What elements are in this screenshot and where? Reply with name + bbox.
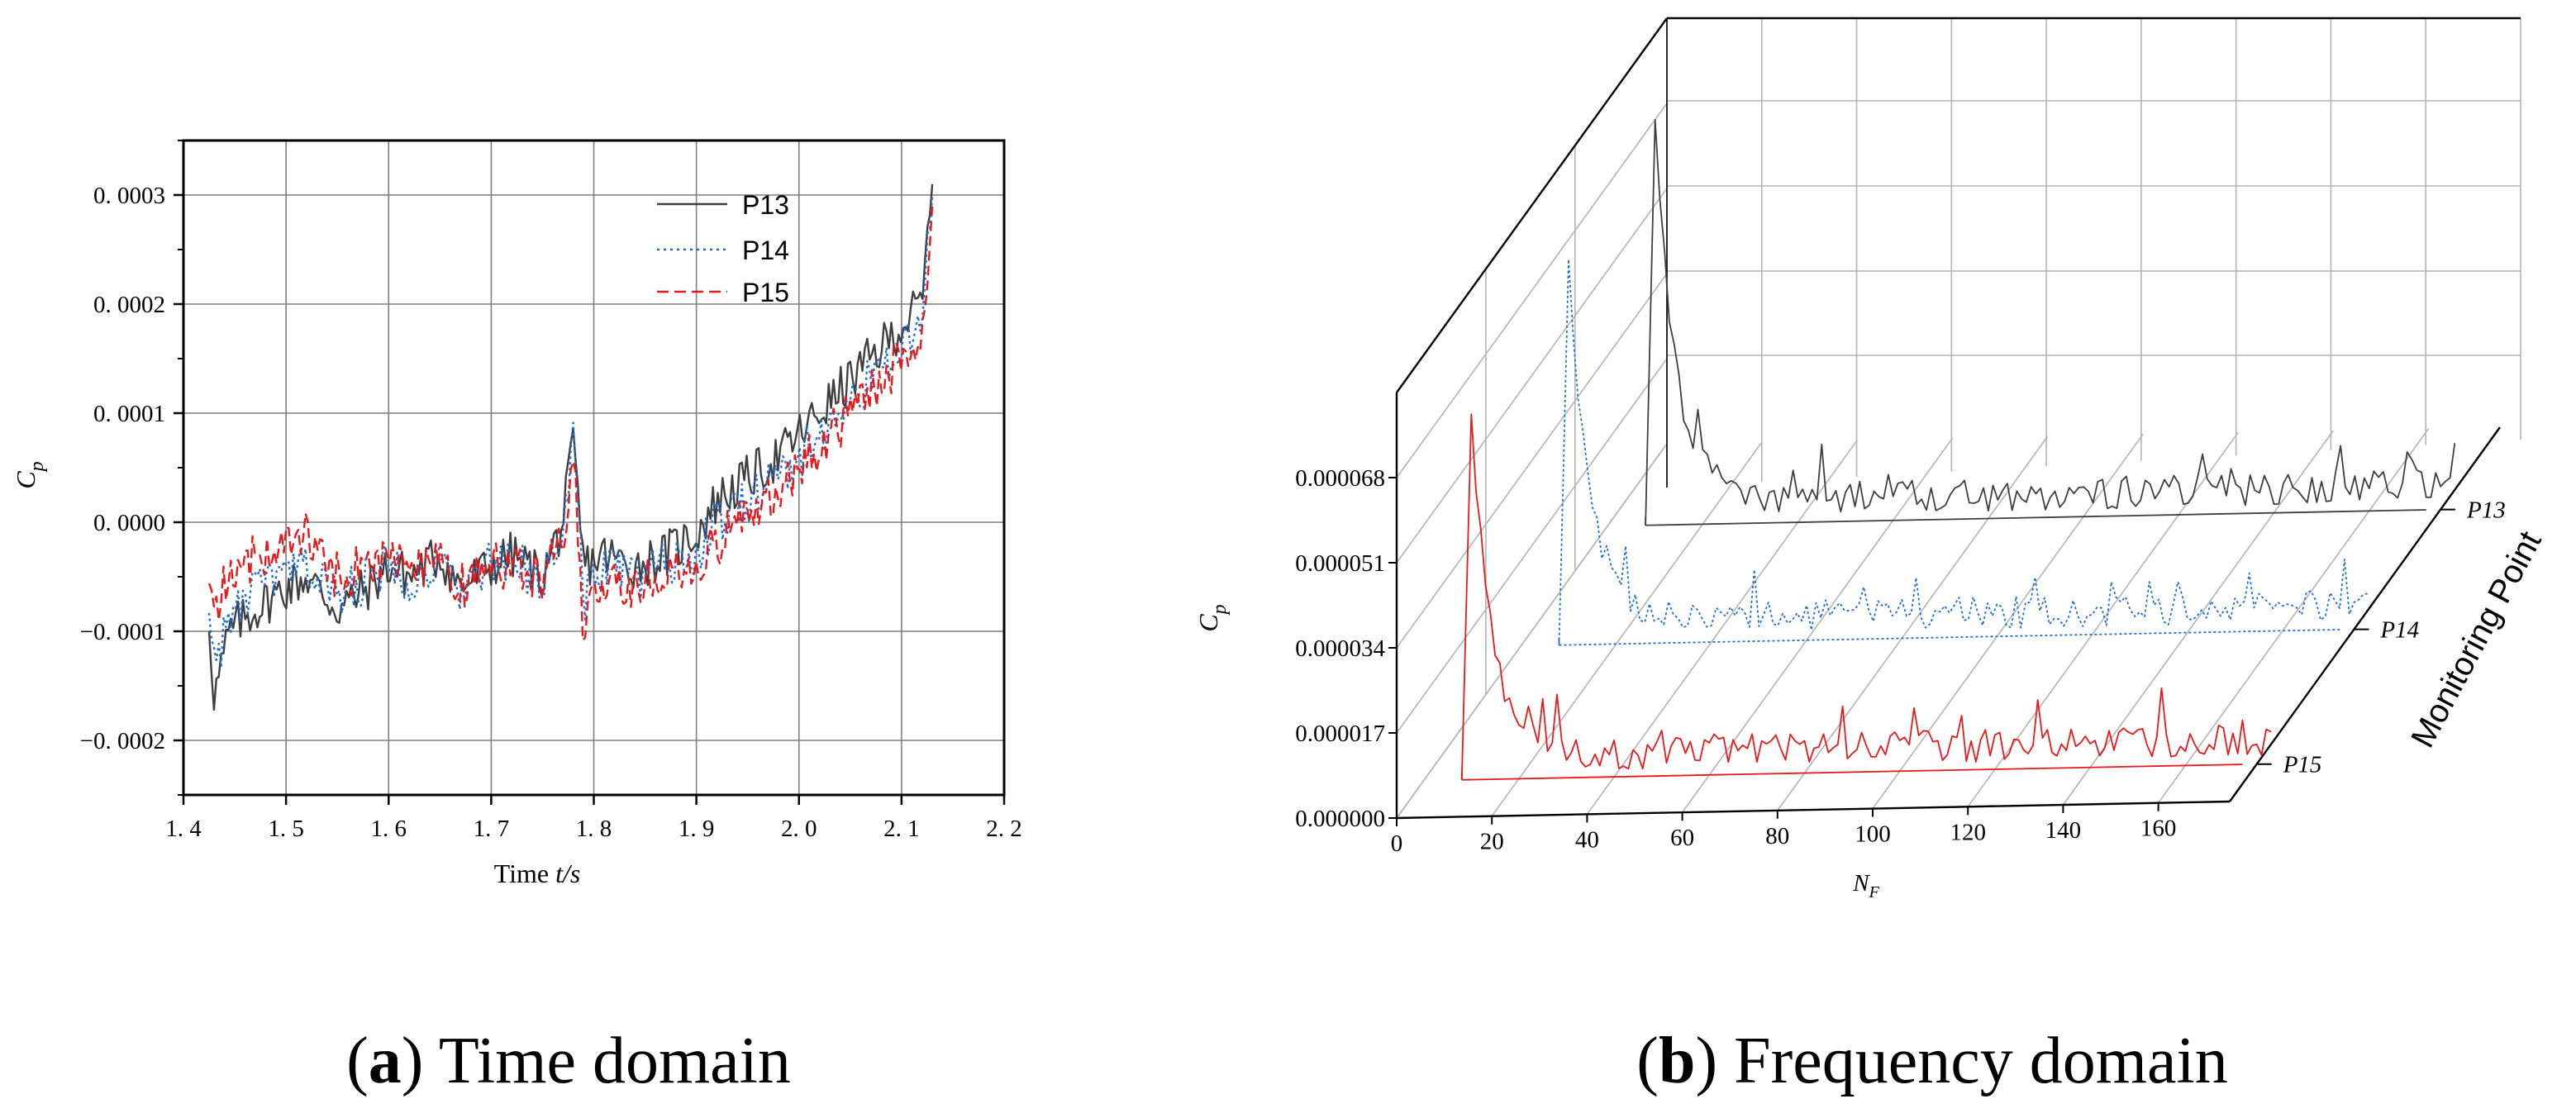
left-wall-grid [1396,102,1668,478]
nf-tick-label: 60 [1670,825,1694,851]
nf-tick-label: 80 [1765,823,1789,849]
frequency-domain-y-axis-label: Cp [1193,604,1231,631]
x-tick-label: 1. 7 [474,816,510,842]
legend-label-p15: P15 [742,278,789,307]
floor-grid [2062,430,2335,806]
back-wall [1640,18,2521,488]
y-tick-label: −0. 0001 [80,619,165,645]
time-domain-legend: P13 P14 P15 [657,190,789,307]
nf-tick-label: 40 [1575,826,1599,853]
floor-grid [1491,441,1763,817]
floor-grid [1872,434,2144,810]
x-tick-label: 1. 9 [679,816,715,842]
y-tick-label: 0. 0000 [93,510,165,536]
cp-tick-label: 0.000017 [1295,721,1385,747]
frequency-domain-ticks: 0 20 40 60 80 100 120 140 160 0.000000 0.000017 0.0… [1295,465,2506,857]
left-wall-grid [1396,358,1668,734]
x-tick-label: 1. 6 [371,816,407,842]
nf-tick-label: 100 [1855,821,1891,848]
floor-grid [2157,428,2430,804]
nf-tick-label: 140 [2045,817,2082,844]
spectrum-p14-line [1558,259,2369,645]
floor-grid [1777,435,2049,811]
series-p13-line [207,183,934,711]
time-domain-grid [183,140,1004,795]
x-tick-label: 1. 8 [576,816,612,842]
nf-tick-label: 160 [2140,816,2177,842]
frequency-domain-chart: 0 20 40 60 80 100 120 140 160 0.000000 0.000017 0.0… [1193,17,2549,902]
cp-tick-label: 0.000068 [1295,465,1385,492]
y-tick-label: 0. 0003 [93,183,165,209]
frequency-domain-x-axis-label: NF [1852,870,1879,902]
time-domain-series [207,183,934,711]
caption-a: (a) Time domain [346,1025,791,1097]
top-left-edge [1396,17,1668,393]
monitoring-point-axis-label: Monitoring Point [2404,526,2549,754]
series-p15-line [207,206,934,642]
frequency-domain-series [1460,118,2456,781]
spectrum-p15-baseline [1461,764,2243,781]
floor-grid [1681,437,1954,813]
legend-label-p13: P13 [742,190,789,220]
spectrum-p13-baseline [1645,509,2426,526]
frequency-domain-frame [1395,17,2521,820]
x-tick-label: 2. 2 [986,816,1022,842]
time-domain-y-axis-label: Cp [11,461,48,488]
cp-tick-label: 0.000051 [1295,550,1385,577]
monitoring-point-label: P14 [2379,617,2419,644]
monitoring-point-label: P13 [2466,497,2506,524]
frequency-domain-grid [1396,17,2521,819]
floor-grid [1396,443,1668,819]
spectrum-p13-line [1645,118,2456,526]
x-tick-label: 1. 5 [268,816,304,842]
nf-tick-label: 20 [1480,829,1504,855]
series-p14-line [207,194,934,667]
monitoring-point-label: P15 [2283,752,2322,778]
y-tick-label: 0. 0002 [93,292,165,318]
monitoring-axis-line [2229,426,2501,802]
spectrum-p14-baseline [1559,629,2340,646]
spectrum-p15-line [1460,413,2272,780]
y-tick-label: −0. 0002 [80,728,165,754]
time-domain-x-axis-label: Time t/s [494,859,581,888]
legend-label-p14: P14 [742,235,789,265]
nf-tick-label: 120 [1950,819,1986,845]
x-tick-label: 1. 4 [165,816,202,842]
cp-tick-label: 0.000000 [1295,806,1385,832]
nf-tick-label: 0 [1391,830,1403,857]
nf-axis-line [1396,800,2231,820]
time-domain-chart: 1. 4 1. 5 1. 6 1. 7 1. 8 1. 9 2. 0 2. 1 2. 2 −0. … [11,139,1022,888]
x-tick-label: 2. 0 [781,816,817,842]
y-tick-label: 0. 0001 [93,401,165,427]
x-tick-label: 2. 1 [883,816,920,842]
cp-tick-label: 0.000034 [1295,635,1385,662]
caption-b: (b) Frequency domain [1636,1025,2227,1097]
time-domain-ticks: 1. 4 1. 5 1. 6 1. 7 1. 8 1. 9 2. 0 2. 1 2. 2 −0. … [80,140,1022,842]
left-wall-grid [1396,188,1668,564]
left-wall-grid [1396,273,1668,649]
